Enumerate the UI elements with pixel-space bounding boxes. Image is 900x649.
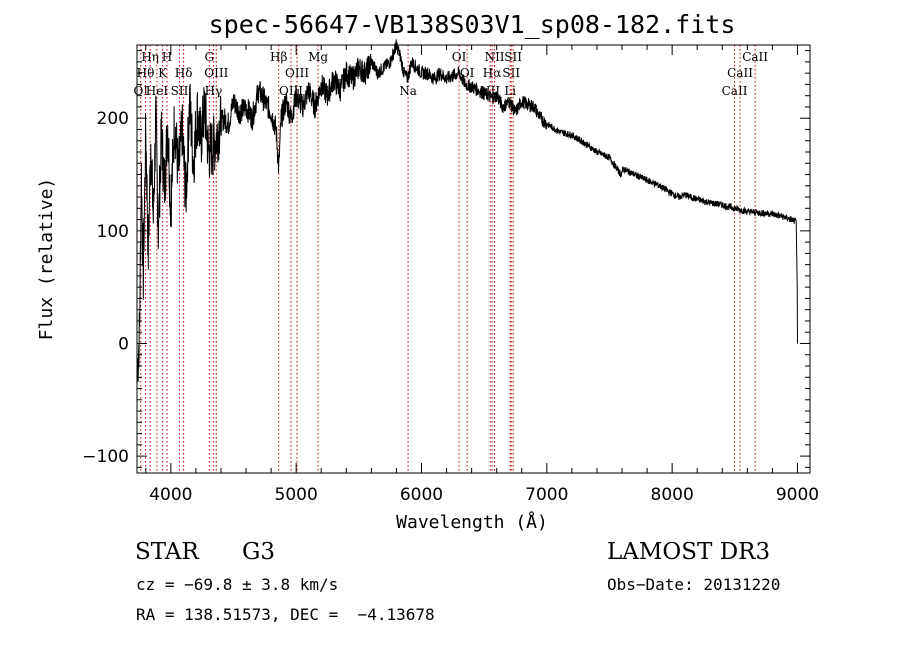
plot-frame [136, 44, 811, 474]
line-label-26: CaII [742, 50, 768, 64]
x-tick-label-5: 9000 [776, 485, 819, 505]
coordinates: RA = 138.51573, DEC = −4.13678 [136, 605, 435, 624]
line-label-2: Hη [141, 50, 159, 64]
axis-ticks: 4000 5000 6000 7000 8000 9000 −100 0 100 200 [82, 45, 819, 505]
y-axis-label: Flux (relative) [36, 178, 57, 341]
line-label-5: H [162, 50, 172, 64]
x-tick-label-4: 8000 [651, 485, 694, 505]
x-tick-label-1: 5000 [275, 485, 318, 505]
line-label-11: Hβ [270, 50, 287, 64]
y-tick-label-2: 100 [97, 222, 129, 242]
line-label-20: NII [485, 50, 505, 64]
x-tick-label-2: 6000 [400, 485, 443, 505]
line-label-23: SII [504, 50, 522, 64]
line-label-24: CaII [722, 84, 748, 98]
object-class: STAR [135, 539, 199, 565]
chart-title: spec-56647-VB138S03V1_sp08-182.fits [209, 10, 736, 39]
line-label-9: Hγ [205, 84, 223, 98]
survey-name: LAMOST DR3 [607, 539, 771, 565]
line-label-19: Hα [483, 66, 502, 80]
line-label-10: OIII [204, 66, 228, 80]
observation-date: Obs−Date: 20131220 [607, 575, 781, 594]
spectral-line-markers: OIHθHηHeIKHSIIHδGHγOIIIHβOIIIOIIIMgNaOIO… [133, 45, 768, 473]
line-label-7: Hδ [175, 66, 193, 80]
line-label-14: Mg [308, 50, 328, 64]
line-label-22: SII [502, 66, 520, 80]
y-tick-label-0: −100 [82, 447, 129, 467]
y-tick-label-1: 0 [118, 334, 129, 354]
line-label-4: K [158, 66, 168, 80]
line-label-8: G [205, 50, 215, 64]
line-label-15: Na [399, 84, 417, 98]
line-label-13: OIII [285, 66, 309, 80]
x-axis-label: Wavelength (Å) [396, 511, 548, 533]
line-label-3: HeI [146, 84, 169, 98]
flux-trace [137, 39, 798, 382]
line-label-25: CaII [727, 66, 753, 80]
x-tick-label-0: 4000 [149, 485, 192, 505]
x-tick-label-3: 7000 [525, 485, 568, 505]
line-label-16: OI [452, 50, 467, 64]
redshift-velocity: cz = −69.8 ± 3.8 km/s [136, 575, 339, 594]
line-label-21: Li [504, 84, 516, 98]
line-label-6: SII [171, 84, 189, 98]
object-subclass: G3 [242, 539, 276, 565]
y-tick-label-3: 200 [97, 109, 129, 129]
